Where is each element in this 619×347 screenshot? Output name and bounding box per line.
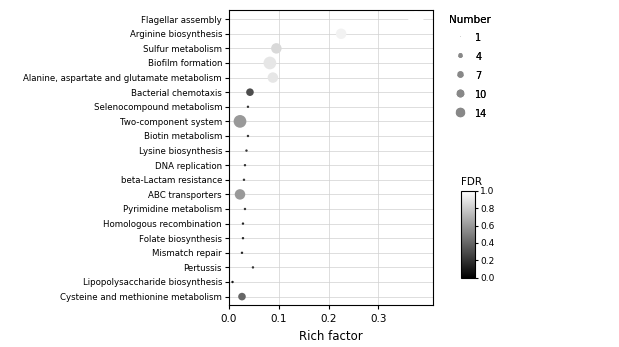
- Point: [240, 206, 250, 212]
- Point: [268, 75, 278, 81]
- Point: [237, 294, 247, 299]
- Point: [243, 104, 253, 110]
- Point: [336, 31, 346, 36]
- Point: [241, 148, 251, 153]
- Point: [235, 192, 245, 197]
- Point: [228, 279, 238, 285]
- Point: [235, 119, 245, 124]
- Point: [238, 221, 248, 226]
- Point: [245, 90, 255, 95]
- Point: [239, 177, 249, 183]
- Point: [411, 16, 421, 22]
- Point: [271, 45, 281, 51]
- Point: [238, 235, 248, 241]
- Point: [243, 133, 253, 139]
- Legend: 1, 4, 7, 10, 14: 1, 4, 7, 10, 14: [446, 12, 494, 124]
- Text: FDR: FDR: [461, 177, 482, 187]
- Point: [240, 162, 250, 168]
- Point: [248, 265, 258, 270]
- Point: [237, 250, 247, 256]
- Point: [265, 60, 275, 66]
- X-axis label: Rich factor: Rich factor: [300, 330, 363, 343]
